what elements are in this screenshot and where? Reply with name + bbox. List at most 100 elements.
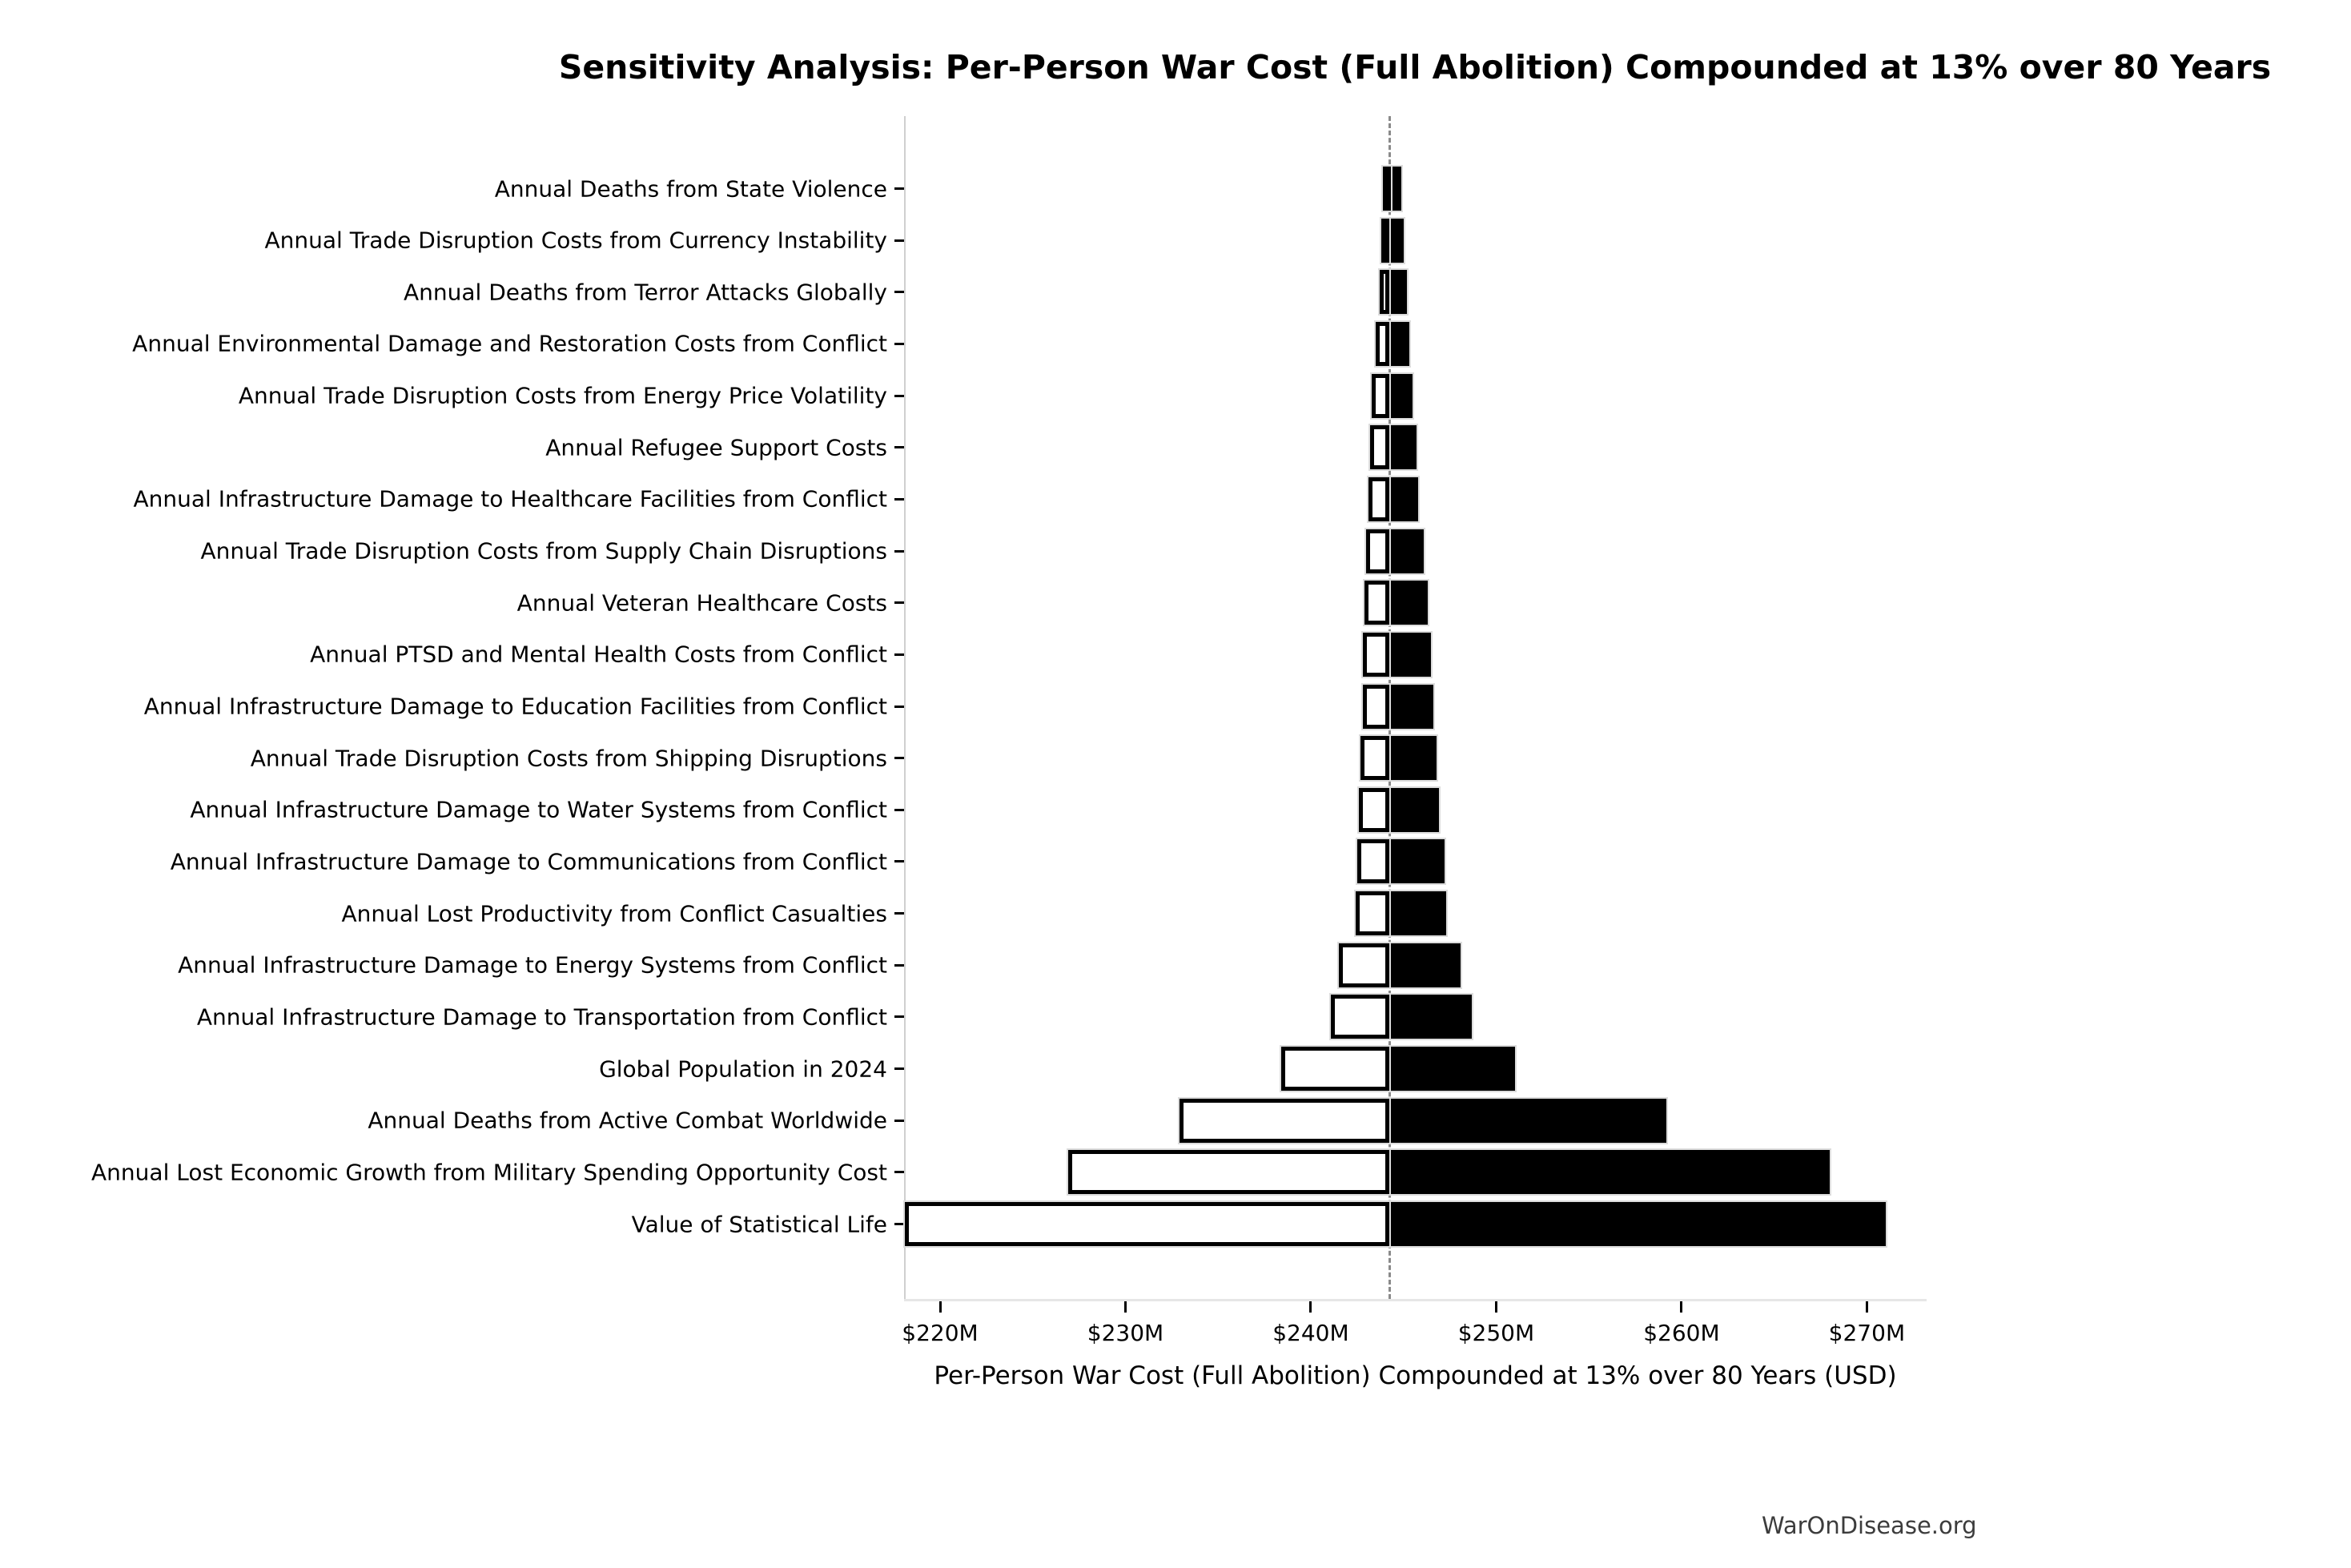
bar-low-white (1338, 943, 1390, 987)
bar-high-black (1389, 373, 1413, 418)
y-tick-mark (894, 860, 904, 863)
x-tick-label: $220M (902, 1320, 979, 1346)
bar-low-white (1379, 270, 1390, 315)
bar-low-white (1366, 529, 1390, 573)
y-axis-label: Annual Environmental Damage and Restorat… (132, 330, 887, 357)
bar-low-white (1331, 995, 1390, 1039)
y-axis-label: Annual Lost Productivity from Conflict C… (341, 900, 887, 927)
y-tick-mark (894, 912, 904, 915)
bar-high-black (1389, 684, 1433, 729)
bar-high-black (1389, 632, 1432, 677)
y-axis-label: Annual Trade Disruption Costs from Suppl… (200, 537, 887, 565)
bar-low-white (1368, 476, 1390, 521)
x-tick-mark (1123, 1301, 1127, 1313)
y-tick-mark (894, 808, 904, 811)
chart-title: Sensitivity Analysis: Per-Person War Cos… (558, 48, 2272, 86)
bar-low-white (1372, 373, 1390, 418)
y-axis-label: Annual Deaths from State Violence (494, 175, 887, 202)
bar-high-black (1389, 839, 1445, 884)
y-tick-mark (894, 394, 904, 397)
y-tick-mark (894, 653, 904, 656)
y-axis-label: Annual Trade Disruption Costs from Energ… (238, 382, 887, 409)
bar-high-black (1389, 1047, 1515, 1092)
bar-high-black (1389, 736, 1437, 781)
y-tick-mark (894, 187, 904, 190)
y-axis-label: Annual Infrastructure Damage to Transpor… (196, 1003, 887, 1031)
bar-low-white (1380, 218, 1390, 263)
y-tick-mark (894, 239, 904, 242)
x-tick-mark (938, 1301, 942, 1313)
x-tick-label: $230M (1087, 1320, 1164, 1346)
y-axis-label: Annual Infrastructure Damage to Energy S… (178, 951, 887, 979)
bar-high-black (1389, 943, 1461, 987)
bar-low-white (1364, 581, 1390, 625)
bar-low-white (905, 1202, 1390, 1246)
bar-high-black (1389, 476, 1419, 521)
x-axis-title: Per-Person War Cost (Full Abolition) Com… (934, 1361, 1897, 1390)
y-tick-mark (894, 705, 904, 708)
bar-high-black (1389, 581, 1428, 625)
x-tick-label: $270M (1828, 1320, 1906, 1346)
y-tick-mark (894, 446, 904, 449)
bar-high-black (1389, 891, 1446, 936)
bar-high-black (1389, 321, 1409, 366)
x-tick-mark (1865, 1301, 1868, 1313)
bar-low-white (1356, 839, 1390, 884)
y-tick-mark (894, 757, 904, 760)
y-axis-label: Annual Lost Economic Growth from Militar… (91, 1159, 887, 1186)
y-tick-mark (894, 497, 904, 501)
bar-low-white (1370, 425, 1390, 470)
x-tick-label: $250M (1457, 1320, 1535, 1346)
bar-low-white (1360, 736, 1390, 781)
x-tick-mark (1494, 1301, 1497, 1313)
y-tick-mark (894, 342, 904, 345)
y-tick-mark (894, 1119, 904, 1122)
y-tick-mark (894, 1171, 904, 1174)
bar-low-white (1355, 891, 1390, 936)
y-axis-label: Global Population in 2024 (599, 1055, 887, 1083)
bar-high-black (1389, 218, 1404, 263)
bar-high-black (1389, 1098, 1667, 1143)
x-tick-label: $240M (1272, 1320, 1349, 1346)
y-axis-label: Annual Infrastructure Damage to Healthca… (133, 485, 888, 513)
y-tick-mark (894, 1067, 904, 1071)
y-tick-mark (894, 1223, 904, 1225)
bar-high-black (1389, 1150, 1831, 1195)
y-axis-label: Annual Deaths from Terror Attacks Global… (403, 279, 887, 306)
bar-high-black (1389, 270, 1408, 315)
bar-low-white (1280, 1047, 1390, 1092)
bar-high-black (1389, 425, 1417, 470)
y-tick-mark (894, 1015, 904, 1019)
y-axis-label: Annual Infrastructure Damage to Communic… (170, 848, 887, 875)
y-tick-mark (894, 601, 904, 605)
x-axis-spine (904, 1299, 1927, 1301)
y-tick-mark (894, 963, 904, 967)
x-tick-mark (1309, 1301, 1312, 1313)
bar-low-white (1362, 684, 1390, 729)
bar-high-black (1389, 995, 1473, 1039)
y-axis-label: Annual Deaths from Active Combat Worldwi… (368, 1107, 887, 1134)
bar-low-white (1383, 167, 1392, 211)
bar-low-white (1362, 632, 1390, 677)
footer-credit: WarOnDisease.org (1762, 1512, 1977, 1539)
bar-high-black (1389, 167, 1402, 211)
y-axis-label: Annual Trade Disruption Costs from Shipp… (250, 745, 887, 772)
x-tick-label: $260M (1643, 1320, 1720, 1346)
bar-low-white (1359, 787, 1390, 832)
bar-high-black (1389, 529, 1425, 573)
bar-low-white (1179, 1098, 1390, 1143)
y-axis-label: Annual Veteran Healthcare Costs (516, 589, 887, 617)
y-axis-label: Annual Refugee Support Costs (545, 434, 887, 461)
bar-high-black (1389, 1202, 1886, 1246)
y-axis-label: Annual Infrastructure Damage to Water Sy… (190, 796, 887, 823)
y-axis-label: Annual Infrastructure Damage to Educatio… (143, 693, 887, 720)
y-axis-label: Annual Trade Disruption Costs from Curre… (264, 227, 887, 254)
bar-high-black (1389, 787, 1439, 832)
y-tick-mark (894, 291, 904, 294)
bar-low-white (1375, 321, 1390, 366)
x-tick-mark (1680, 1301, 1683, 1313)
y-tick-mark (894, 549, 904, 553)
y-axis-spine (904, 116, 906, 1299)
y-axis-label: Value of Statistical Life (631, 1211, 887, 1237)
